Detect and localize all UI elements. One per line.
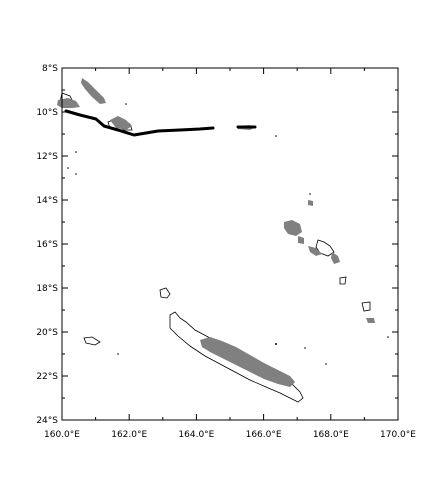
island-outline-vanuatu-b bbox=[339, 276, 347, 285]
track-line bbox=[64, 109, 215, 137]
island-solomons-c bbox=[110, 116, 132, 130]
lon-tick-label: 164.0°E bbox=[178, 430, 214, 440]
island-vanuatu-b bbox=[298, 236, 304, 244]
small-island-dots bbox=[67, 103, 389, 365]
lon-tick-label: 168.0°E bbox=[313, 430, 349, 440]
longitude-ticks: 160.0°E 162.0°E 164.0°E 166.0°E 168.0°E 170.0… bbox=[44, 68, 416, 440]
latitude-ticks: 8°S 10°S 12°S 14°S 16°S 18°S 20°S 22°S 24°S bbox=[36, 64, 398, 426]
lat-tick-label: 16°S bbox=[36, 240, 58, 250]
lat-tick-label: 8°S bbox=[42, 64, 58, 74]
lat-tick-label: 24°S bbox=[36, 416, 58, 426]
lat-tick-label: 22°S bbox=[36, 372, 58, 382]
lat-tick-label: 10°S bbox=[36, 108, 58, 118]
reef-outline-sw bbox=[83, 336, 101, 346]
land-masses bbox=[57, 78, 375, 387]
island-east-small bbox=[366, 318, 375, 323]
lon-tick-label: 162.0°E bbox=[111, 430, 147, 440]
island-vanuatu-e bbox=[308, 200, 313, 206]
lat-tick-label: 18°S bbox=[36, 284, 58, 294]
island-solomons-a bbox=[81, 78, 106, 104]
lat-tick-label: 12°S bbox=[36, 152, 58, 162]
lon-tick-label: 170.0°E bbox=[380, 430, 416, 440]
reef-outline-new-caledonia bbox=[169, 311, 304, 403]
lat-tick-label: 14°S bbox=[36, 196, 58, 206]
lon-tick-label: 160.0°E bbox=[44, 430, 80, 440]
island-outline-vanuatu-a bbox=[315, 239, 335, 257]
island-vanuatu-d bbox=[331, 252, 340, 264]
lon-tick-label: 166.0°E bbox=[246, 430, 282, 440]
island-outline-east bbox=[361, 301, 371, 312]
island-new-caledonia bbox=[200, 337, 295, 387]
island-solomons-b bbox=[57, 98, 80, 108]
island-vanuatu-c bbox=[308, 246, 322, 256]
reef-outline-west bbox=[159, 287, 171, 299]
lat-tick-label: 20°S bbox=[36, 328, 58, 338]
island-vanuatu-santo bbox=[284, 220, 302, 236]
